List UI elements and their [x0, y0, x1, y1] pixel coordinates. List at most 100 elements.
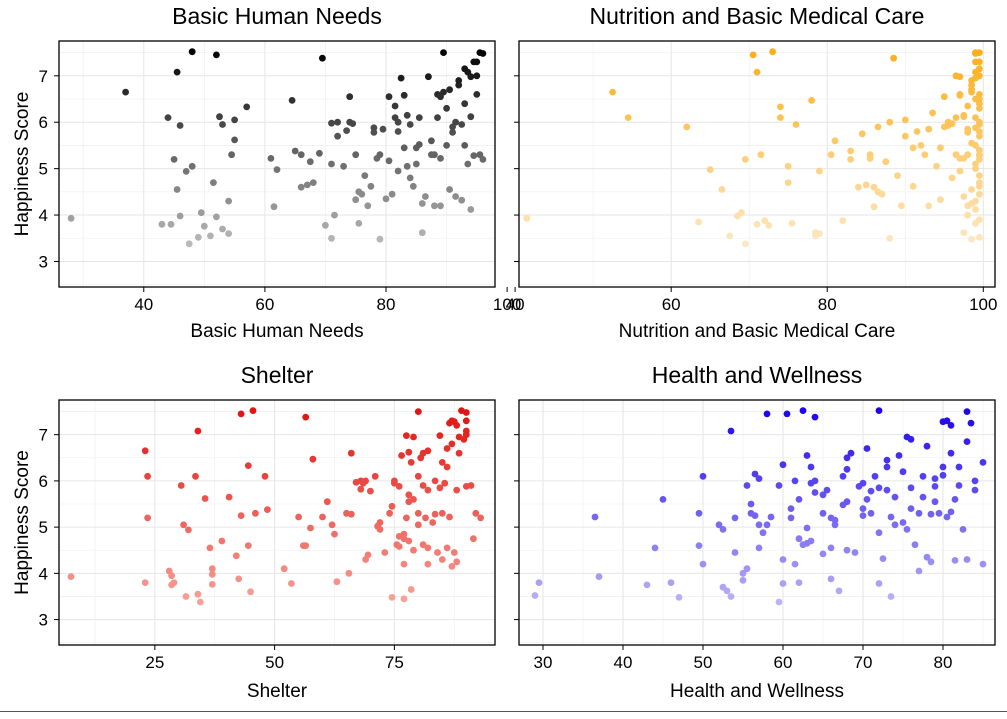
data-point: [651, 544, 659, 552]
data-point: [448, 440, 456, 448]
data-point: [453, 422, 461, 429]
data-point: [437, 202, 444, 210]
data-point: [968, 186, 975, 193]
data-point: [462, 427, 470, 435]
data-point: [410, 546, 417, 554]
data-point: [923, 553, 931, 561]
data-point: [141, 579, 149, 586]
data-point: [843, 498, 851, 506]
data-point: [247, 588, 255, 596]
data-point: [297, 151, 305, 159]
data-point: [787, 514, 795, 522]
panel-3: 25 50 75 3 4 5 6 7 Shelter Shelter Happiness Score: [12, 362, 496, 702]
data-point: [870, 183, 878, 191]
data-point: [167, 220, 175, 228]
data-point: [410, 496, 417, 503]
data-point: [976, 216, 983, 224]
data-point: [535, 579, 543, 586]
data-point: [749, 51, 757, 59]
data-point: [218, 537, 226, 545]
data-point: [438, 509, 446, 517]
y-tick-label: 7: [39, 426, 48, 445]
data-point: [422, 514, 429, 522]
data-point: [438, 459, 446, 466]
data-point: [182, 593, 190, 600]
data-point: [467, 73, 475, 81]
data-point: [473, 72, 481, 80]
data-point: [827, 544, 835, 552]
data-point: [370, 124, 378, 132]
data-point: [972, 114, 979, 121]
data-point: [210, 179, 217, 187]
data-point: [352, 196, 360, 204]
data-point: [391, 102, 399, 110]
data-point: [759, 529, 767, 537]
data-point: [823, 486, 831, 494]
data-point: [197, 209, 205, 217]
data-point: [309, 179, 317, 187]
data-point: [316, 149, 323, 157]
data-point: [699, 472, 707, 480]
data-point: [937, 196, 944, 204]
data-point: [959, 526, 967, 533]
data-point: [891, 521, 899, 529]
data-point: [847, 147, 854, 155]
data-point: [643, 581, 651, 589]
data-point: [901, 116, 909, 124]
data-point: [803, 524, 811, 532]
x-tick-label: 60: [662, 295, 681, 314]
data-point: [280, 565, 288, 573]
data-point: [919, 493, 927, 501]
data-point: [407, 586, 415, 593]
data-point: [811, 489, 819, 496]
data-point: [979, 560, 987, 568]
data-point: [972, 197, 979, 205]
data-point: [334, 118, 341, 126]
data-point: [144, 472, 152, 480]
data-point: [424, 544, 432, 552]
data-point: [200, 222, 208, 230]
panel-2: 40 60 80 100 Nutrition and Basic Medical Car…: [506, 3, 998, 342]
data-point: [434, 114, 441, 121]
data-point: [340, 162, 347, 170]
data-point: [859, 505, 867, 512]
panel-title: Shelter: [241, 362, 314, 388]
data-point: [863, 496, 871, 503]
data-point: [659, 496, 667, 503]
data-point: [388, 594, 396, 601]
data-point: [795, 535, 803, 543]
data-point: [925, 125, 933, 133]
data-point: [443, 142, 450, 149]
data-point: [715, 521, 723, 529]
data-point: [743, 482, 751, 489]
data-point: [176, 212, 184, 220]
data-point: [755, 544, 763, 552]
data-point: [319, 54, 326, 62]
data-point: [952, 114, 960, 121]
data-point: [935, 509, 943, 517]
data-point: [695, 218, 702, 226]
data-point: [414, 509, 422, 517]
data-point: [787, 505, 795, 512]
data-point: [609, 88, 616, 96]
data-point: [185, 526, 192, 534]
data-point: [925, 202, 933, 210]
data-point: [361, 172, 369, 180]
data-point: [933, 162, 940, 170]
data-point: [381, 549, 389, 556]
data-point: [225, 493, 233, 501]
data-point: [164, 114, 172, 121]
data-point: [751, 470, 759, 478]
data-point: [931, 475, 939, 482]
data-point: [948, 174, 956, 182]
data-point: [927, 510, 935, 518]
data-point: [843, 465, 851, 473]
data-point: [400, 144, 408, 152]
panel-title: Health and Wellness: [652, 362, 863, 388]
data-point: [231, 136, 239, 144]
data-point: [791, 560, 799, 568]
data-point: [911, 541, 919, 549]
data-point: [406, 174, 414, 182]
data-point: [727, 427, 735, 435]
